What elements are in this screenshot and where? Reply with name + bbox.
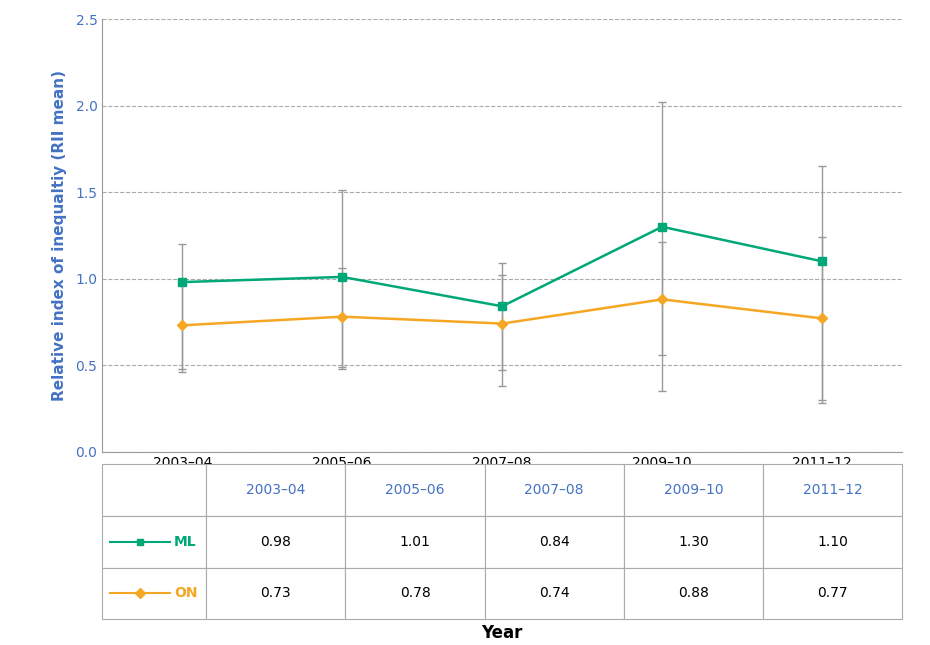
Text: 2007–08: 2007–08	[525, 483, 584, 497]
Text: 2009–10: 2009–10	[663, 483, 724, 497]
Text: 0.88: 0.88	[678, 586, 709, 600]
Bar	[763, 568, 902, 619]
Text: 0.78: 0.78	[400, 586, 431, 600]
Bar	[763, 516, 902, 568]
Bar	[485, 568, 624, 619]
Text: 1.30: 1.30	[678, 535, 709, 549]
Bar	[763, 464, 902, 516]
Text: 0.98: 0.98	[260, 535, 291, 549]
Y-axis label: Relative index of inequaltiy (RII mean): Relative index of inequaltiy (RII mean)	[52, 70, 67, 401]
Text: 2005–06: 2005–06	[385, 483, 445, 497]
Bar	[102, 464, 206, 516]
Text: 1.01: 1.01	[400, 535, 431, 549]
Bar	[624, 464, 763, 516]
Bar	[345, 464, 485, 516]
Text: 0.74: 0.74	[538, 586, 569, 600]
Bar	[206, 568, 345, 619]
Bar	[206, 464, 345, 516]
Text: 0.73: 0.73	[260, 586, 291, 600]
Bar	[624, 516, 763, 568]
Bar	[345, 516, 485, 568]
Text: 2011–12: 2011–12	[803, 483, 862, 497]
Bar	[624, 568, 763, 619]
Text: 0.77: 0.77	[817, 586, 848, 600]
Text: Year: Year	[482, 624, 523, 642]
Bar	[206, 516, 345, 568]
Text: 2003–04: 2003–04	[246, 483, 306, 497]
Bar	[102, 568, 206, 619]
Bar	[485, 516, 624, 568]
Text: 1.10: 1.10	[817, 535, 848, 549]
Text: ON: ON	[174, 586, 197, 600]
Bar	[485, 464, 624, 516]
Bar	[102, 516, 206, 568]
Bar	[345, 568, 485, 619]
Text: ML: ML	[174, 535, 196, 549]
Text: 0.84: 0.84	[538, 535, 569, 549]
